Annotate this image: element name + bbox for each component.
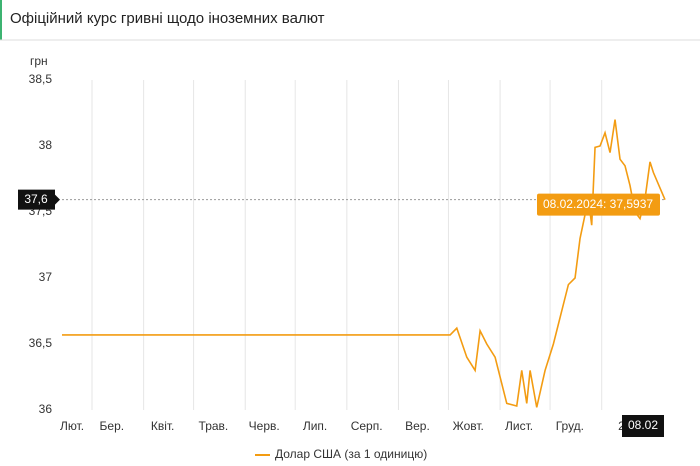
y-crosshair-badge-tip <box>55 194 60 205</box>
y-crosshair-label: 37,6 <box>24 192 48 206</box>
x-tick-label: Жовт. <box>453 419 484 433</box>
x-tick-label: Лют. <box>60 419 84 433</box>
x-tick-label: Бер. <box>100 419 125 433</box>
y-tick-label: 38,5 <box>29 72 53 86</box>
y-tick-label: 37 <box>39 270 53 284</box>
y-axis-title: грн <box>30 54 48 68</box>
x-tick-label: Черв. <box>249 419 280 433</box>
header-title: Офіційний курс гривні щодо іноземних вал… <box>10 10 325 27</box>
x-tick-label: Вер. <box>405 419 430 433</box>
legend-label: Долар США (за 1 одиницю) <box>275 447 427 461</box>
y-tick-label: 36,5 <box>29 336 53 350</box>
tooltip-text: 08.02.2024: 37,5937 <box>543 197 653 211</box>
y-tick-label: 38 <box>39 138 53 152</box>
x-tick-label: Квіт. <box>151 419 175 433</box>
series-line <box>62 119 666 408</box>
x-tick-label: 2 <box>618 419 625 433</box>
x-tick-label: Серп. <box>351 419 383 433</box>
x-crosshair-label: 08.02 <box>628 418 658 432</box>
y-tick-label: 36 <box>39 402 53 416</box>
x-tick-label: Груд. <box>556 419 584 433</box>
x-crosshair-badge <box>622 415 664 437</box>
tooltip-box <box>537 193 660 216</box>
x-tick-label: Лист. <box>505 419 533 433</box>
x-tick-label: Трав. <box>199 419 229 433</box>
x-tick-label: Лип. <box>303 419 327 433</box>
y-crosshair-badge <box>18 189 55 210</box>
header-bar <box>0 0 700 40</box>
